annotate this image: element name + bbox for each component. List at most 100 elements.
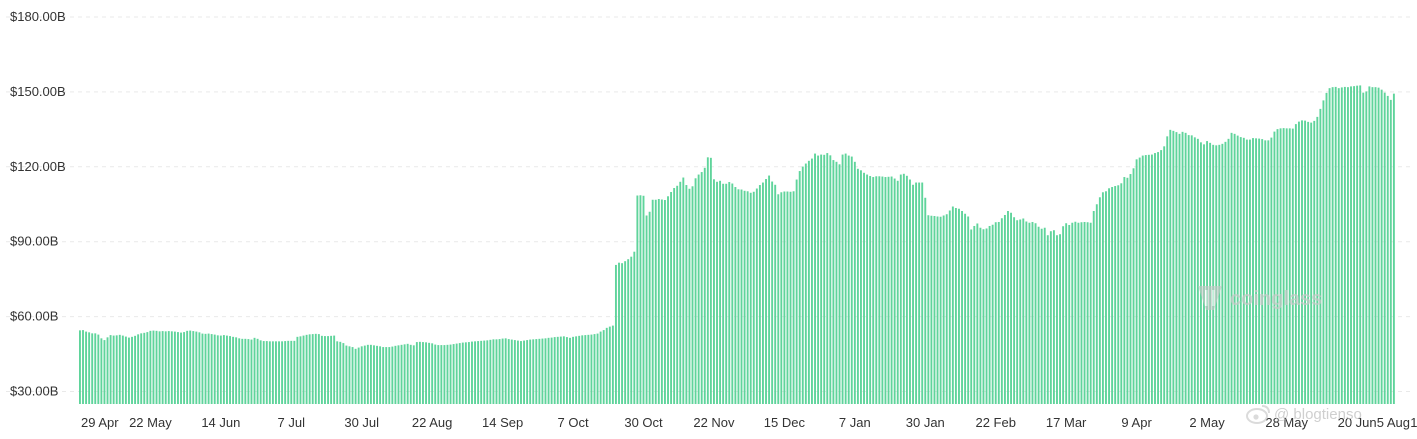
bar[interactable]: [376, 345, 378, 404]
bar[interactable]: [418, 341, 421, 404]
bar[interactable]: [1291, 128, 1294, 405]
bar[interactable]: [1328, 88, 1331, 404]
bar[interactable]: [1150, 154, 1153, 404]
bar[interactable]: [1371, 87, 1374, 404]
bar[interactable]: [425, 342, 427, 404]
bar[interactable]: [1362, 92, 1365, 405]
bar[interactable]: [642, 195, 645, 404]
bar[interactable]: [1028, 222, 1031, 404]
bar[interactable]: [131, 336, 133, 404]
bar[interactable]: [1062, 226, 1065, 404]
bar[interactable]: [572, 336, 575, 404]
bar[interactable]: [1313, 120, 1316, 405]
bar[interactable]: [1264, 140, 1267, 404]
bar[interactable]: [709, 157, 712, 404]
bar[interactable]: [789, 191, 792, 404]
bar[interactable]: [431, 343, 434, 404]
bar[interactable]: [520, 341, 522, 404]
bar[interactable]: [461, 342, 464, 404]
bar[interactable]: [422, 342, 424, 404]
bar[interactable]: [627, 259, 630, 404]
bar[interactable]: [746, 191, 749, 404]
bar[interactable]: [866, 174, 869, 404]
bar[interactable]: [1307, 121, 1310, 405]
bar[interactable]: [636, 195, 639, 404]
bar[interactable]: [464, 342, 467, 404]
bar[interactable]: [976, 223, 979, 404]
bar[interactable]: [795, 179, 798, 404]
bar[interactable]: [336, 341, 339, 404]
bar[interactable]: [774, 184, 777, 404]
bar[interactable]: [553, 337, 556, 404]
bar[interactable]: [624, 261, 627, 404]
bar[interactable]: [134, 335, 137, 404]
bar[interactable]: [700, 172, 703, 404]
bar[interactable]: [308, 334, 311, 404]
bar[interactable]: [807, 160, 810, 404]
bar[interactable]: [1279, 128, 1282, 405]
bar[interactable]: [1224, 141, 1227, 404]
bar[interactable]: [1377, 87, 1380, 404]
bar[interactable]: [1083, 221, 1086, 404]
bar[interactable]: [483, 340, 486, 404]
bar[interactable]: [238, 338, 241, 404]
bar[interactable]: [489, 339, 492, 404]
bar[interactable]: [590, 334, 593, 404]
bar[interactable]: [158, 331, 161, 404]
bar[interactable]: [829, 155, 832, 404]
bar[interactable]: [657, 199, 660, 404]
bar[interactable]: [180, 332, 182, 404]
bar[interactable]: [219, 335, 222, 404]
bar[interactable]: [241, 338, 244, 404]
bar[interactable]: [1386, 95, 1389, 405]
bar[interactable]: [1049, 231, 1052, 404]
bar[interactable]: [1193, 137, 1196, 404]
bar[interactable]: [526, 340, 529, 404]
bar[interactable]: [498, 339, 501, 404]
bar[interactable]: [388, 347, 391, 404]
bar[interactable]: [403, 344, 406, 404]
bar[interactable]: [762, 182, 764, 404]
bar[interactable]: [189, 330, 192, 404]
bar[interactable]: [88, 332, 91, 404]
bar[interactable]: [985, 228, 988, 404]
bar[interactable]: [847, 155, 850, 404]
bar[interactable]: [1105, 191, 1107, 404]
bar[interactable]: [121, 335, 124, 404]
bar[interactable]: [853, 161, 856, 404]
bar[interactable]: [964, 213, 967, 404]
bar[interactable]: [749, 192, 752, 404]
bar[interactable]: [1181, 131, 1184, 404]
bar[interactable]: [1322, 100, 1325, 404]
bar[interactable]: [997, 221, 1000, 404]
bar[interactable]: [1043, 227, 1046, 404]
bar[interactable]: [599, 331, 602, 404]
bar[interactable]: [535, 339, 538, 404]
bar[interactable]: [146, 332, 149, 404]
bar[interactable]: [771, 181, 774, 404]
bar[interactable]: [250, 339, 253, 404]
bar[interactable]: [915, 182, 918, 404]
bar[interactable]: [305, 334, 308, 404]
bar[interactable]: [728, 182, 731, 404]
bar[interactable]: [630, 256, 633, 404]
bar[interactable]: [529, 339, 532, 404]
bar[interactable]: [801, 166, 804, 404]
bar[interactable]: [1242, 137, 1245, 404]
bar[interactable]: [314, 333, 317, 404]
bar[interactable]: [814, 153, 816, 404]
bar[interactable]: [663, 200, 666, 404]
bar[interactable]: [474, 341, 476, 404]
bar[interactable]: [587, 334, 590, 404]
bar[interactable]: [719, 180, 722, 404]
bar[interactable]: [648, 211, 651, 404]
bar[interactable]: [1101, 192, 1104, 404]
bar[interactable]: [872, 177, 875, 404]
bar[interactable]: [207, 333, 210, 404]
bar[interactable]: [811, 158, 813, 404]
bar[interactable]: [1092, 211, 1095, 404]
bar[interactable]: [713, 179, 715, 404]
bar[interactable]: [330, 335, 333, 404]
bar[interactable]: [1239, 137, 1242, 404]
bar[interactable]: [1248, 139, 1251, 404]
